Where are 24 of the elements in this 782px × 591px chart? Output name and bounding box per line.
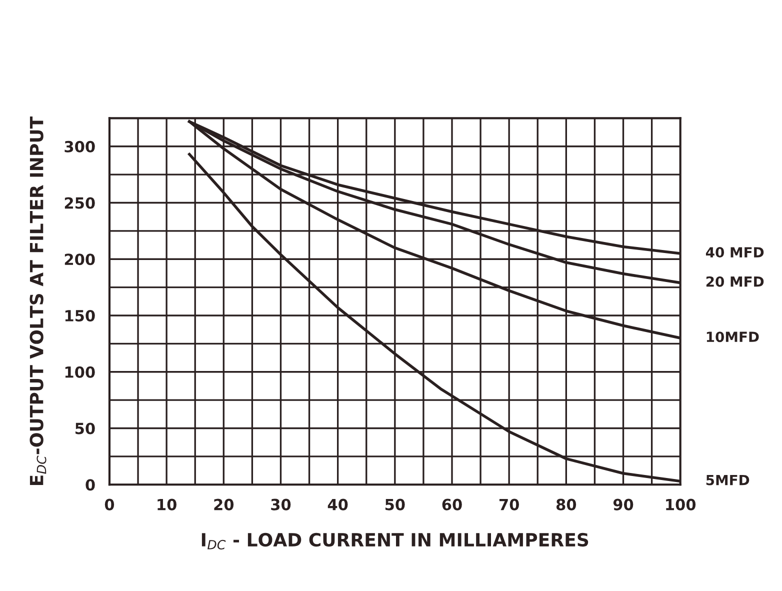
x-tick-label: 90 [613, 498, 634, 510]
y-tick-label: 300 [64, 140, 95, 152]
x-tick-label: 50 [385, 498, 405, 510]
y-axis-title: E$_{DC}$-OUTPUT VOLTS AT FILTER INPUT [30, 116, 46, 485]
x-tick-label: 60 [442, 498, 462, 510]
x-tick-label: 0 [104, 498, 114, 510]
series-label: 10MFD [706, 332, 759, 342]
x-tick-label: 80 [556, 498, 576, 510]
x-tick-label: 30 [271, 498, 291, 510]
x-tick-label: 70 [499, 498, 519, 510]
x-axis-title: I$_{DC}$ - LOAD CURRENT IN MILLIAMPERES [202, 532, 588, 550]
x-tick-label: 20 [214, 498, 234, 510]
y-tick-label: 0 [86, 479, 95, 491]
x-tick-label: 10 [158, 498, 176, 510]
series-label: 40 MFD [706, 247, 764, 258]
y-tick-label: 100 [65, 366, 95, 378]
y-tick-label: 50 [76, 422, 95, 434]
series-label: 5MFD [706, 474, 750, 486]
y-tick-label: 250 [64, 197, 95, 209]
y-tick-label: 150 [65, 310, 95, 322]
x-tick-label: 100 [666, 498, 696, 510]
series-label: 20 MFD [706, 276, 764, 287]
y-tick-label: 200 [64, 254, 95, 266]
x-tick-label: 40 [328, 498, 348, 510]
